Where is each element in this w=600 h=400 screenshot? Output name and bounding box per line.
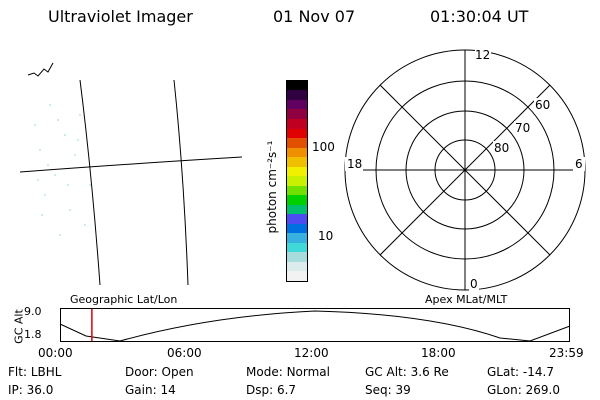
- info-flt-value: LBHL: [30, 365, 62, 379]
- colorbar-segment: [287, 157, 307, 167]
- info-glon-value: 269.0: [525, 383, 560, 397]
- colorbar-segment: [287, 223, 307, 234]
- colorbar-segment: [287, 261, 307, 272]
- instrument-title: Ultraviolet Imager: [48, 7, 193, 26]
- info-seq: Seq: 39: [365, 383, 411, 397]
- mlt-label-18: 18: [347, 157, 362, 171]
- lat-label-60: 60: [535, 98, 550, 112]
- time-label: 01:30:04 UT: [430, 7, 529, 26]
- polar-diagonal-2: [379, 84, 551, 256]
- colorbar-segment: [287, 271, 307, 281]
- info-gc-alt-value: 3.6 Re: [410, 365, 449, 379]
- longitude-line-1: [79, 79, 101, 286]
- info-gc-alt: GC Alt: 3.6 Re: [365, 365, 449, 379]
- colorbar-tick-100: 100: [312, 140, 335, 154]
- colorbar-segment: [287, 195, 307, 205]
- info-dsp: Dsp: 6.7: [246, 383, 297, 397]
- timeline-left-title: Geographic Lat/Lon: [70, 293, 178, 306]
- colorbar-tick-10: 10: [318, 229, 334, 243]
- info-mode-value: Normal: [286, 365, 330, 379]
- mlt-label-0: 0: [470, 277, 478, 291]
- colorbar-label: photon cm⁻²s⁻¹: [265, 140, 279, 234]
- info-ip: IP: 36.0: [8, 383, 54, 397]
- colorbar-segment: [287, 109, 307, 119]
- colorbar-segment: [287, 185, 307, 196]
- colorbar-segment: [287, 138, 307, 148]
- colorbar-segment: [287, 242, 307, 253]
- colorbar-segment: [287, 204, 307, 215]
- colorbar-segment: [287, 252, 307, 262]
- colorbar-segment: [287, 233, 307, 243]
- timeline-xtick-2359: 23:59: [549, 346, 584, 360]
- lat-label-80: 80: [494, 141, 509, 155]
- info-seq-value: 39: [395, 383, 411, 397]
- auroral-emission-speckle: [34, 104, 91, 236]
- timeline-xtick-0000: 00:00: [38, 346, 73, 360]
- longitude-line-2: [173, 79, 189, 286]
- info-glat-value: -14.7: [522, 365, 554, 379]
- info-glon: GLon: 269.0: [487, 383, 560, 397]
- colorbar-segment: [287, 80, 307, 91]
- timeline-ytick-top: 9.0: [24, 305, 42, 318]
- colorbar-segment: [287, 90, 307, 100]
- geographic-image-panel: [19, 62, 243, 286]
- timeline-xtick-0600: 06:00: [167, 346, 202, 360]
- info-glat: GLat: -14.7: [487, 365, 554, 379]
- altitude-timeline: [59, 308, 571, 342]
- timeline-ytick-bottom: 1.8: [24, 328, 42, 341]
- colorbar-segment: [287, 176, 307, 186]
- timeline-xtick-1800: 18:00: [421, 346, 456, 360]
- info-door: Door: Open: [125, 365, 194, 379]
- colorbar-segment: [287, 214, 307, 224]
- info-ip-value: 36.0: [26, 383, 54, 397]
- colorbar: [286, 80, 308, 282]
- polar-plot: 12 6 0 18 60 70 80: [344, 48, 586, 291]
- mlt-label-12: 12: [475, 48, 490, 62]
- info-gain-value: 14: [160, 383, 176, 397]
- colorbar-segment: [287, 118, 307, 129]
- info-gain: Gain: 14: [125, 383, 176, 397]
- colorbar-segment: [287, 128, 307, 139]
- latitude-line: [19, 156, 243, 173]
- timeline-frame: [60, 308, 570, 342]
- coastline-fragment: [27, 62, 54, 77]
- timeline-right-title: Apex MLat/MLT: [425, 293, 508, 306]
- colorbar-segment: [287, 166, 307, 177]
- altitude-curve: [59, 310, 571, 342]
- lat-label-70: 70: [515, 121, 530, 135]
- colorbar-segment: [287, 147, 307, 158]
- timeline-xtick-1200: 12:00: [294, 346, 329, 360]
- date-label: 01 Nov 07: [273, 7, 356, 26]
- mlt-label-6: 6: [575, 157, 583, 171]
- colorbar-segment: [287, 99, 307, 110]
- info-dsp-value: 6.7: [276, 383, 297, 397]
- info-flt: Flt: LBHL: [8, 365, 62, 379]
- info-door-value: Open: [161, 365, 194, 379]
- info-mode: Mode: Normal: [246, 365, 330, 379]
